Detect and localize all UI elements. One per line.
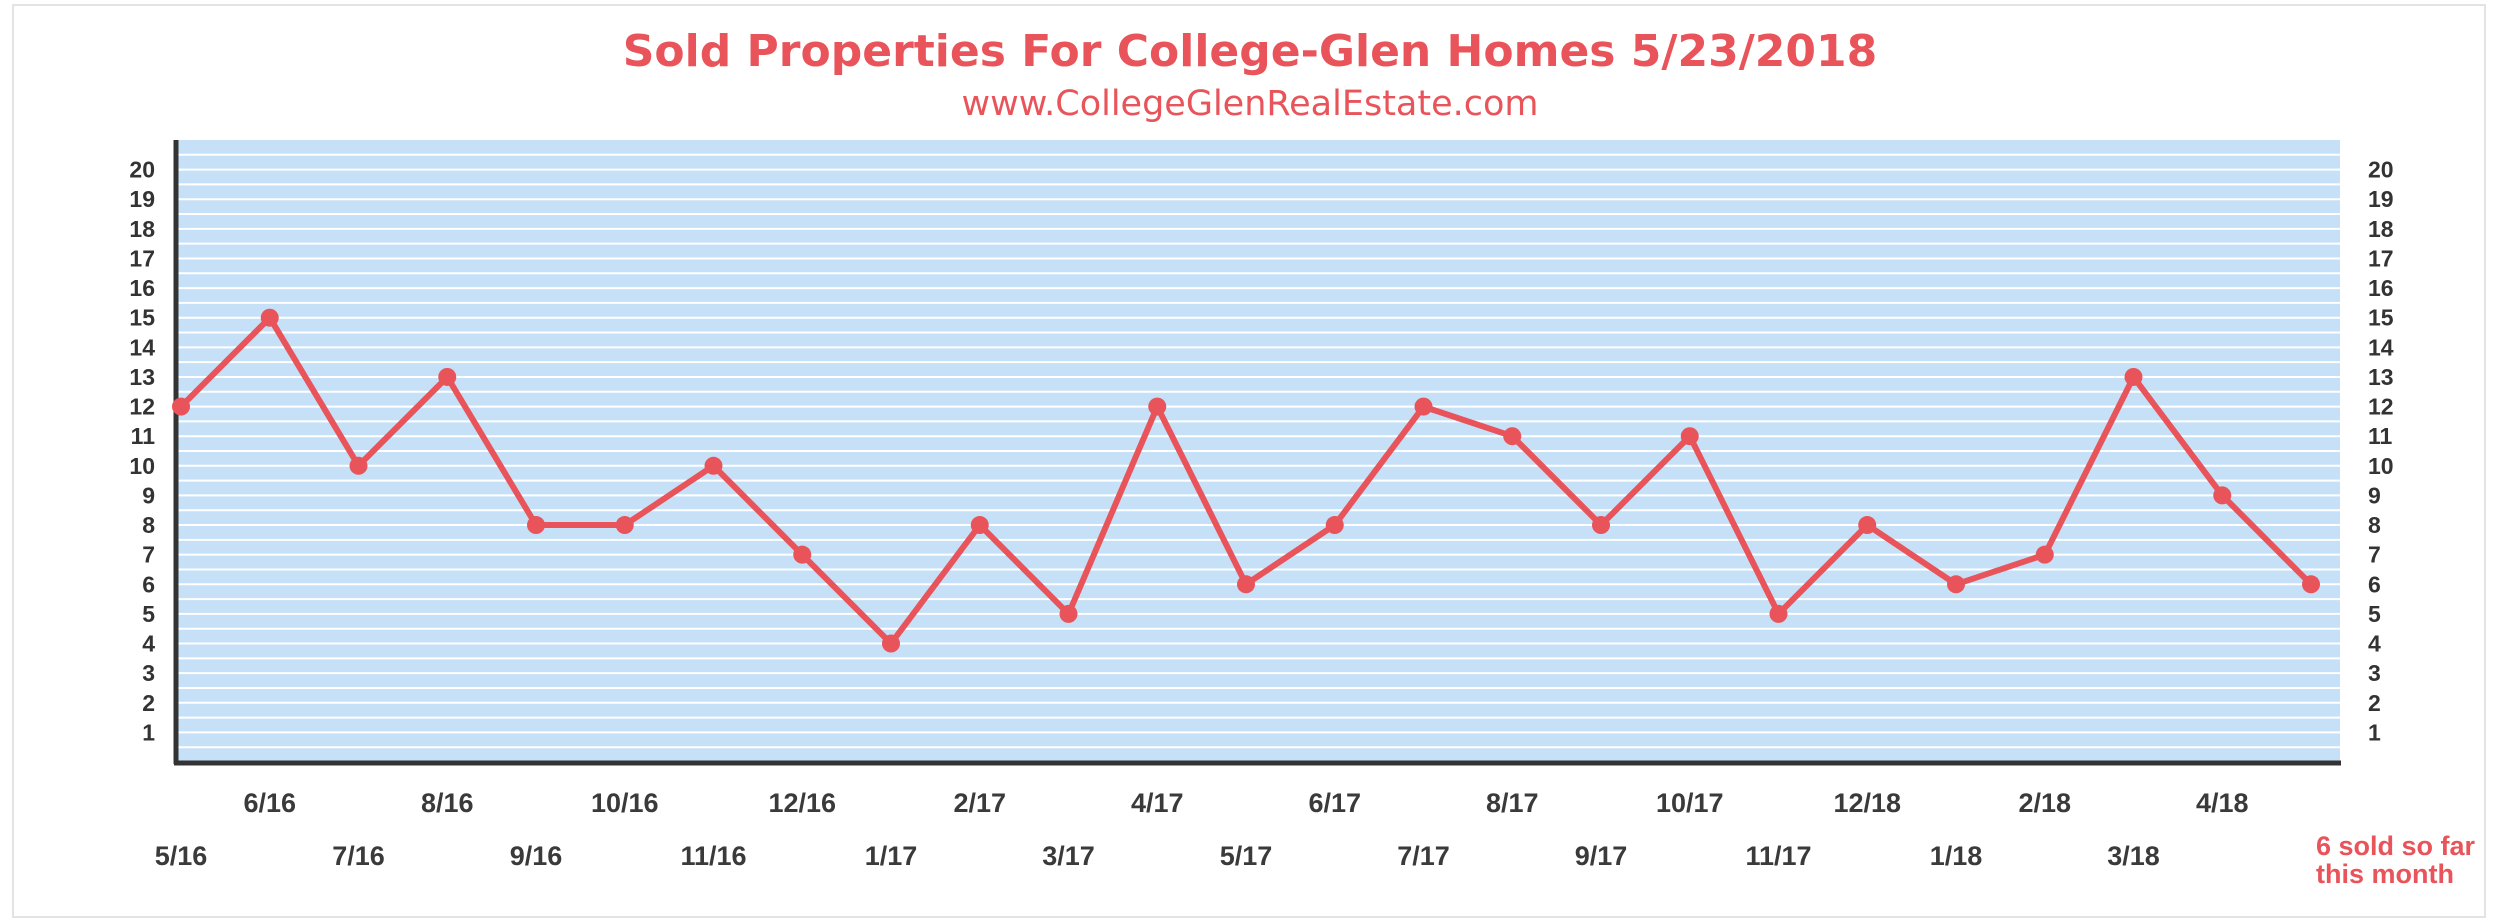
y-tick-label-left: 8 (142, 512, 155, 538)
x-tick-label: 8/16 (421, 788, 474, 818)
data-point (1237, 575, 1255, 594)
data-point (1769, 604, 1788, 623)
y-tick-label-left: 17 (129, 245, 155, 271)
x-tick-label: 10/17 (1656, 788, 1724, 818)
month-annotation: 6 sold so far this month (2316, 831, 2476, 889)
x-tick-label: 4/18 (2196, 788, 2249, 818)
x-tick-label: 1/17 (865, 841, 918, 871)
x-tick-label: 2/18 (2018, 788, 2071, 818)
data-point (1592, 516, 1610, 535)
y-tick-label-right: 1 (2368, 719, 2381, 745)
data-point (2035, 545, 2054, 564)
y-tick-label-left: 5 (142, 601, 155, 627)
data-point (2124, 367, 2143, 386)
y-tick-label-left: 6 (142, 571, 155, 597)
y-tick-label-right: 4 (2368, 631, 2381, 657)
data-point (1325, 516, 1344, 535)
y-tick-label-right: 12 (2368, 394, 2394, 420)
data-point (882, 634, 900, 653)
y-tick-label-right: 9 (2368, 482, 2381, 508)
y-tick-label-left: 12 (129, 394, 155, 420)
y-tick-label-right: 8 (2368, 512, 2381, 538)
data-point (260, 308, 279, 327)
x-tick-label: 8/17 (1486, 788, 1539, 818)
y-tick-label-left: 13 (129, 364, 155, 390)
x-tick-label: 6/17 (1308, 788, 1361, 818)
data-point (704, 456, 723, 475)
y-tick-label-right: 16 (2368, 275, 2394, 301)
y-tick-label-left: 14 (129, 334, 155, 360)
y-tick-label-right: 14 (2368, 334, 2394, 360)
x-tick-label: 12/16 (768, 788, 836, 818)
x-tick-label: 9/16 (510, 841, 563, 871)
y-tick-label-left: 7 (142, 542, 155, 568)
data-point (1947, 575, 1965, 594)
y-tick-label-right: 10 (2368, 453, 2394, 479)
data-point (349, 456, 368, 475)
y-tick-label-right: 19 (2368, 186, 2394, 212)
y-tick-label-left: 19 (129, 186, 155, 212)
x-tick-label: 11/16 (680, 841, 746, 871)
data-point (438, 367, 457, 386)
data-point (1414, 397, 1433, 416)
y-tick-label-right: 2 (2368, 690, 2381, 716)
data-point (615, 516, 634, 535)
data-point (1148, 397, 1167, 416)
y-tick-label-right: 3 (2368, 660, 2381, 686)
data-point (1858, 516, 1877, 535)
chart-frame (12, 4, 2486, 918)
data-point (2302, 575, 2320, 594)
y-tick-label-left: 1 (142, 719, 155, 745)
x-tick-label: 7/16 (332, 841, 385, 871)
data-points (172, 308, 2320, 653)
x-tick-label: 6/16 (243, 788, 296, 818)
data-point (970, 516, 989, 535)
x-tick-label: 10/16 (591, 788, 659, 818)
y-tick-label-left: 20 (129, 157, 155, 183)
x-tick-label: 1/18 (1930, 841, 1983, 871)
y-tick-label-left: 11 (131, 423, 156, 449)
x-tick-label: 5/16 (155, 841, 208, 871)
chart-subtitle: www.CollegeGlenRealEstate.com (961, 84, 1539, 124)
x-axis-ticks: 5/16 6/16 7/16 8/16 9/16 10/16 11/16 12/16 1/17 2… (155, 788, 2249, 871)
gridlines (176, 153, 2340, 749)
y-tick-label-right: 6 (2368, 571, 2381, 597)
x-tick-label: 4/17 (1131, 788, 1184, 818)
x-tick-label: 3/18 (2107, 841, 2160, 871)
data-point (793, 545, 812, 564)
x-tick-label: 3/17 (1042, 841, 1095, 871)
x-tick-label: 7/17 (1397, 841, 1450, 871)
y-tick-label-right: 20 (2368, 157, 2394, 183)
x-tick-label: 9/17 (1575, 841, 1628, 871)
y-tick-label-left: 16 (129, 275, 155, 301)
y-tick-label-right: 17 (2368, 245, 2394, 271)
x-tick-label: 11/17 (1745, 841, 1811, 871)
data-point (2213, 486, 2232, 505)
data-point (1503, 427, 1522, 446)
x-tick-label: 5/17 (1220, 841, 1273, 871)
data-point (172, 397, 190, 416)
chart-title: Sold Properties For College-Glen Homes 5… (622, 26, 1878, 77)
y-tick-label-left: 15 (129, 305, 155, 331)
x-tick-label: 2/17 (953, 788, 1006, 818)
data-point (527, 516, 545, 535)
y-tick-label-left: 3 (142, 660, 155, 686)
y-tick-label-left: 18 (129, 216, 155, 242)
y-tick-label-left: 4 (142, 631, 155, 657)
data-point (1680, 427, 1699, 446)
y-tick-label-left: 9 (142, 482, 155, 508)
x-tick-label: 12/18 (1833, 788, 1901, 818)
y-tick-label-left: 2 (142, 690, 155, 716)
y-tick-label-right: 13 (2368, 364, 2394, 390)
y-tick-label-left: 10 (129, 453, 155, 479)
y-tick-label-right: 7 (2368, 542, 2381, 568)
y-tick-label-right: 18 (2368, 216, 2394, 242)
y-tick-label-right: 15 (2368, 305, 2394, 331)
y-tick-label-right: 5 (2368, 601, 2381, 627)
y-tick-label-right: 11 (2368, 423, 2393, 449)
data-point (1059, 604, 1078, 623)
